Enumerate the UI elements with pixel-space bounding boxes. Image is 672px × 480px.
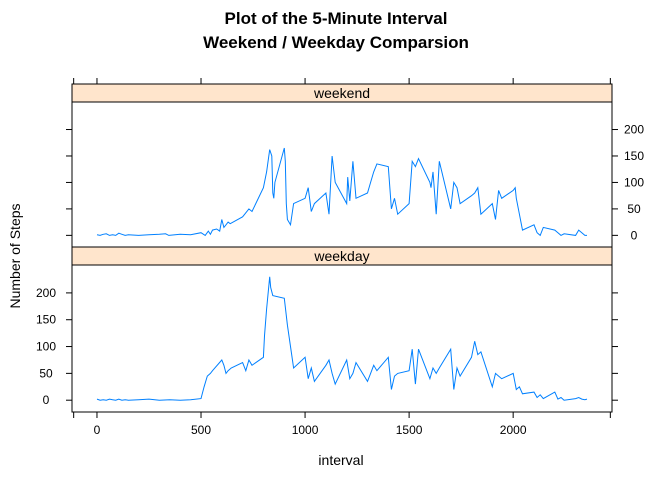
chart-title: Plot of the 5-Minute Interval Weekend / … xyxy=(203,9,469,52)
y-tick-label-weekday: 200 xyxy=(36,286,56,300)
panel-weekend: weekend 0 50 100 150 200 xyxy=(66,83,644,248)
panel-weekday: weekday 0 50 100 150 200 xyxy=(36,246,618,413)
y-tick-label-weekday: 0 xyxy=(43,393,50,407)
y-tick-label-weekend: 50 xyxy=(627,202,641,216)
chart-title-line-2: Weekend / Weekday Comparsion xyxy=(203,33,469,52)
strip-label-weekend: weekend xyxy=(313,85,370,101)
x-axis: 0 500 1000 1500 2000 xyxy=(73,78,611,437)
series-line-weekday xyxy=(96,276,588,401)
x-tick-label: 1500 xyxy=(396,423,423,437)
y-tick-label-weekend: 100 xyxy=(624,175,644,189)
panel-frame-weekday xyxy=(71,264,613,413)
y-tick-label-weekday: 50 xyxy=(39,366,53,380)
strip-label-weekday: weekday xyxy=(313,248,369,264)
y-tick-label-weekend: 150 xyxy=(624,149,644,163)
y-tick-label-weekday: 150 xyxy=(36,313,56,327)
x-tick-label: 0 xyxy=(94,423,101,437)
y-tick-label-weekend: 200 xyxy=(624,123,644,137)
y-tick-label-weekend: 0 xyxy=(631,228,638,242)
x-tick-label: 2000 xyxy=(500,423,527,437)
panel-frame-weekend xyxy=(71,101,613,248)
series-line-weekend xyxy=(96,147,587,237)
x-tick-label: 500 xyxy=(191,423,211,437)
chart-title-line-1: Plot of the 5-Minute Interval xyxy=(225,9,448,28)
y-axis-label: Number of Steps xyxy=(7,203,23,308)
x-axis-label: interval xyxy=(318,452,363,468)
y-tick-label-weekday: 100 xyxy=(36,340,56,354)
x-tick-label: 1000 xyxy=(292,423,319,437)
